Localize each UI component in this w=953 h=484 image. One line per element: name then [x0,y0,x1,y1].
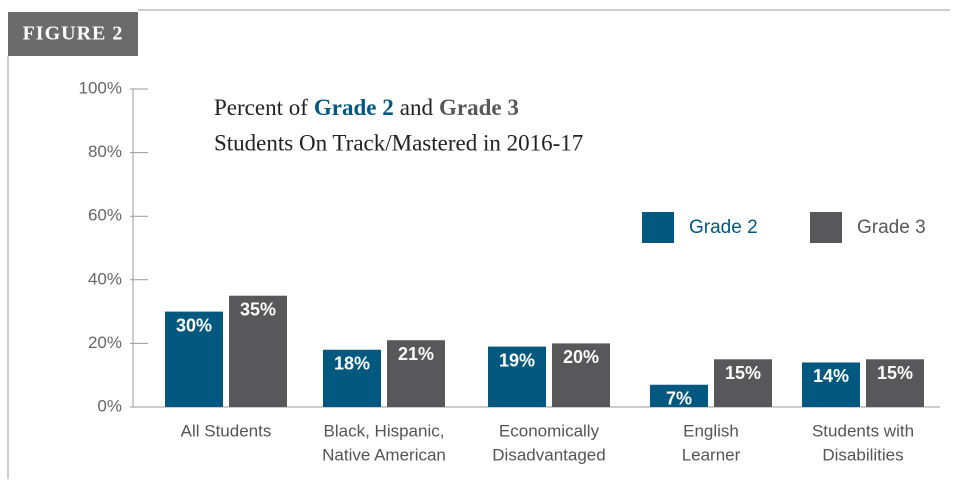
y-tick-label: 0% [97,396,122,415]
figure-tab [8,12,138,56]
chart-title: Percent of Grade 2 and Grade 3 [214,95,519,120]
x-tick-label: Disabilities [822,445,903,464]
y-tick-label: 40% [88,269,122,288]
bar [866,359,924,407]
x-tick-label: Students with [812,421,914,440]
x-tick-label: Black, Hispanic, [324,421,445,440]
bar [714,359,772,407]
title-series: Grade 2 [314,95,394,120]
legend-swatch [810,212,842,243]
data-label: 30% [176,315,212,335]
bar [229,295,287,407]
chart-subtitle: Students On Track/Mastered in 2016-17 [214,130,583,155]
y-tick-label: 60% [88,206,122,225]
x-tick-label: English [683,421,739,440]
x-tick-label: Economically [499,421,600,440]
title-text: and [400,95,434,120]
legend-label: Grade 3 [857,217,926,238]
data-label: 7% [666,388,692,408]
x-tick-label: All Students [181,421,272,440]
title-text: Percent of [214,95,308,120]
data-label: 19% [499,350,535,370]
bar [650,384,708,407]
data-label: 21% [398,344,434,364]
data-label: 35% [240,299,276,319]
x-tick-label: Learner [682,445,741,464]
data-label: 15% [725,363,761,383]
bar [387,340,445,407]
data-label: 15% [877,363,913,383]
data-label: 20% [563,347,599,367]
data-label: 18% [334,354,370,374]
x-tick-label: Disadvantaged [492,445,605,464]
legend-label: Grade 2 [689,217,758,238]
figure-label: FIGURE 2 [23,23,124,45]
title-series: Grade 3 [439,95,519,120]
bar [323,349,381,407]
bar [802,362,860,407]
x-tick-label: Native American [322,445,446,464]
legend-swatch [642,212,674,243]
y-tick-label: 80% [88,142,122,161]
y-tick-label: 100% [79,78,122,97]
bar [165,311,223,407]
bar [488,346,546,407]
y-tick-label: 20% [88,333,122,352]
bar [552,343,610,407]
data-label: 14% [813,366,849,386]
